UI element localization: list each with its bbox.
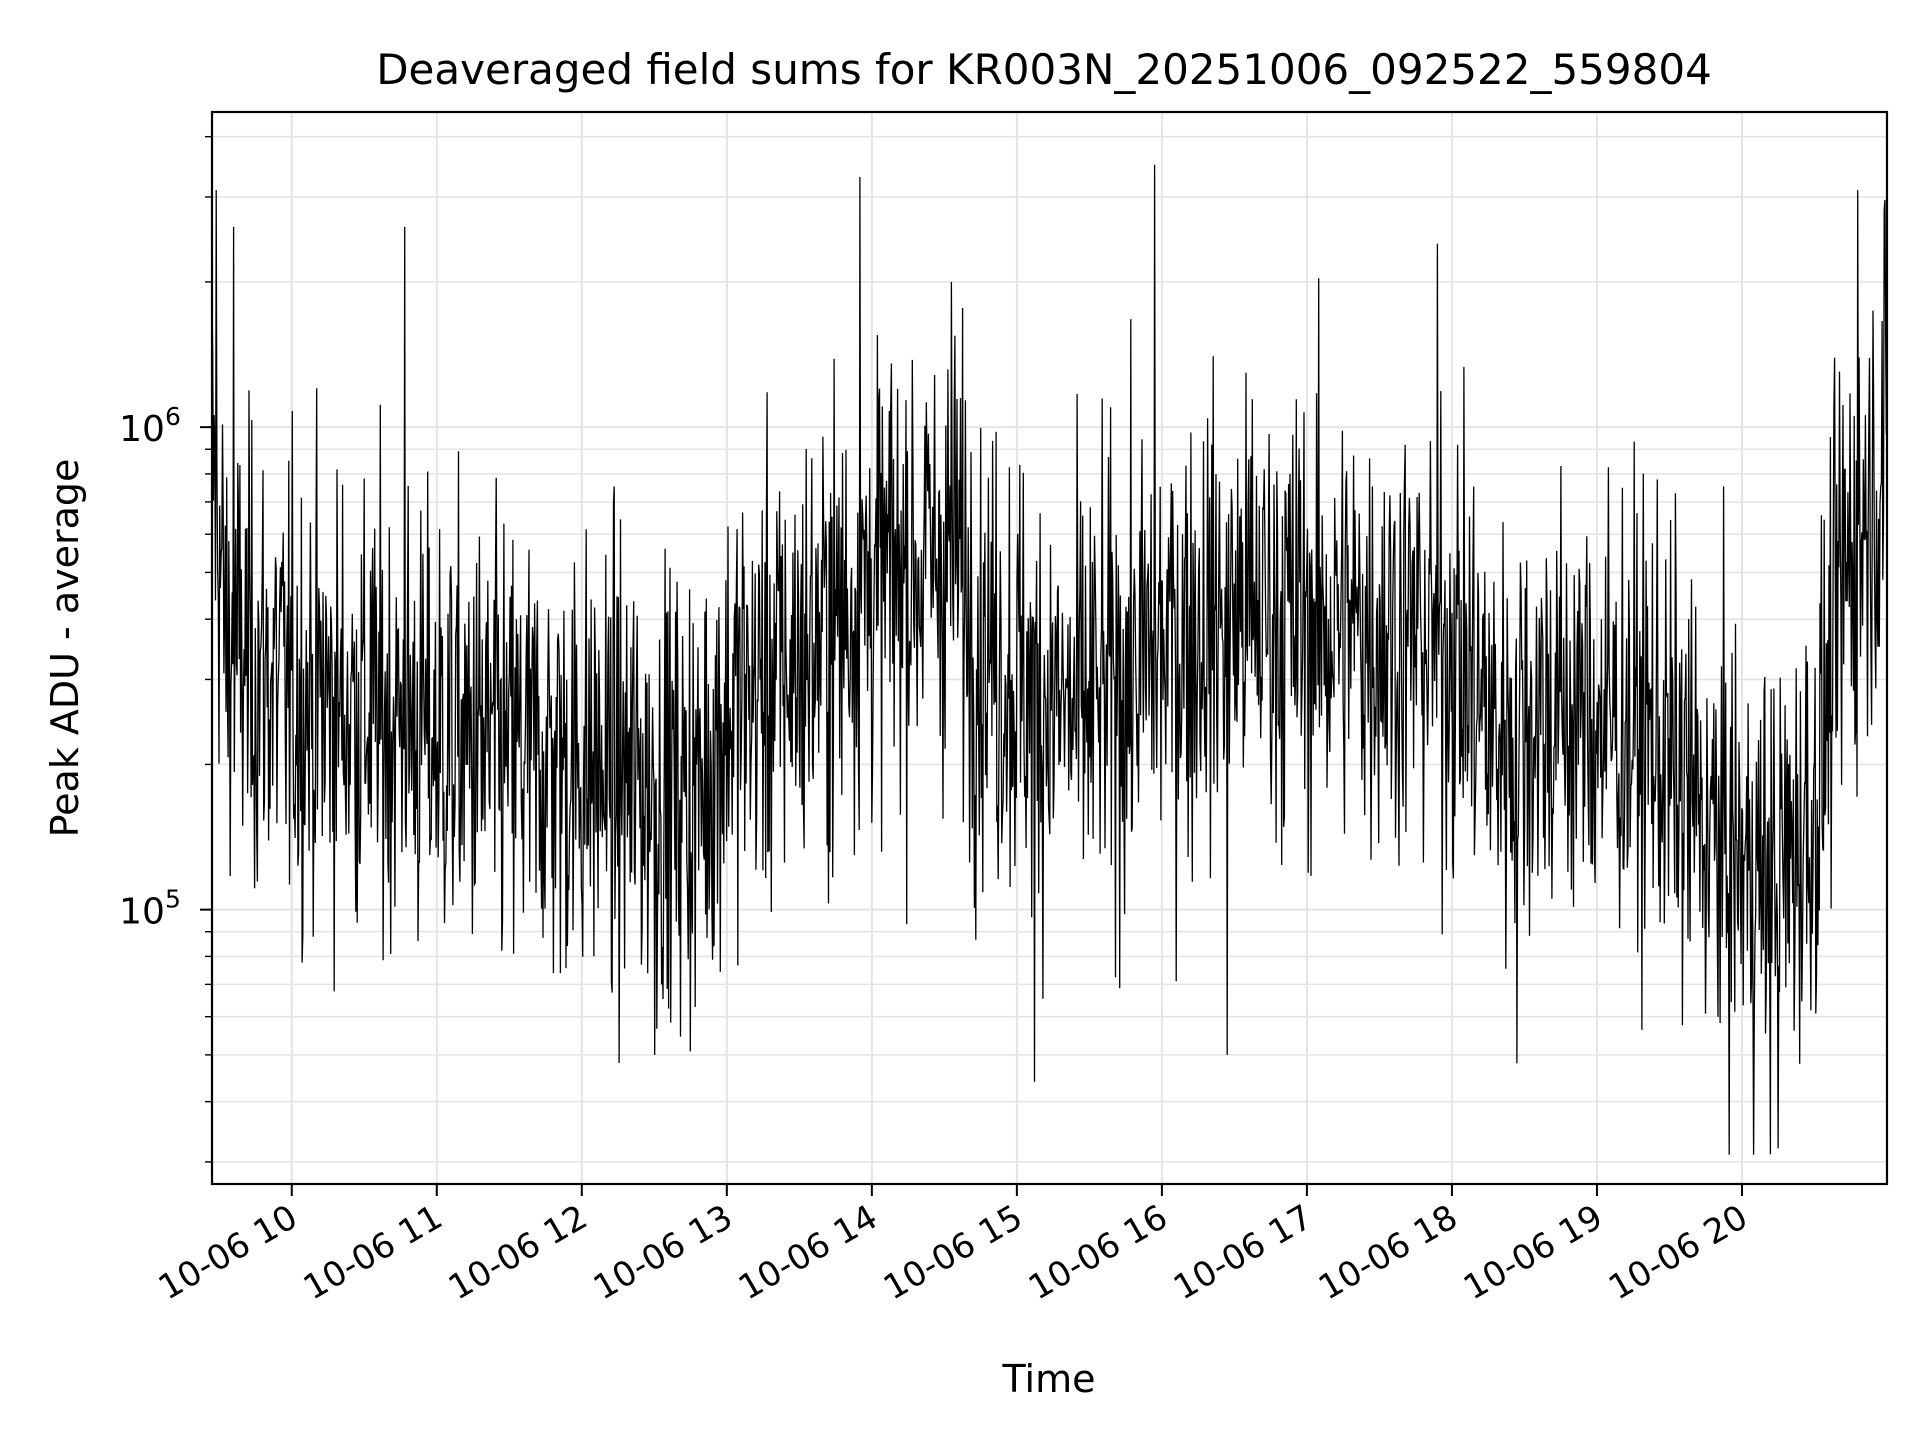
y-axis-label: Peak ADU - average	[43, 459, 87, 838]
y-tick-label: 105	[119, 885, 181, 933]
plot-frame	[210, 110, 1889, 1186]
y-tick-label: 106	[119, 402, 181, 450]
chart-title: Deaveraged field sums for KR003N_2025100…	[376, 45, 1712, 94]
x-axis-label: Time	[1002, 1357, 1096, 1401]
y-axis: 105 106	[119, 135, 212, 1163]
series-line	[212, 164, 1887, 1155]
data-series	[212, 164, 1887, 1155]
